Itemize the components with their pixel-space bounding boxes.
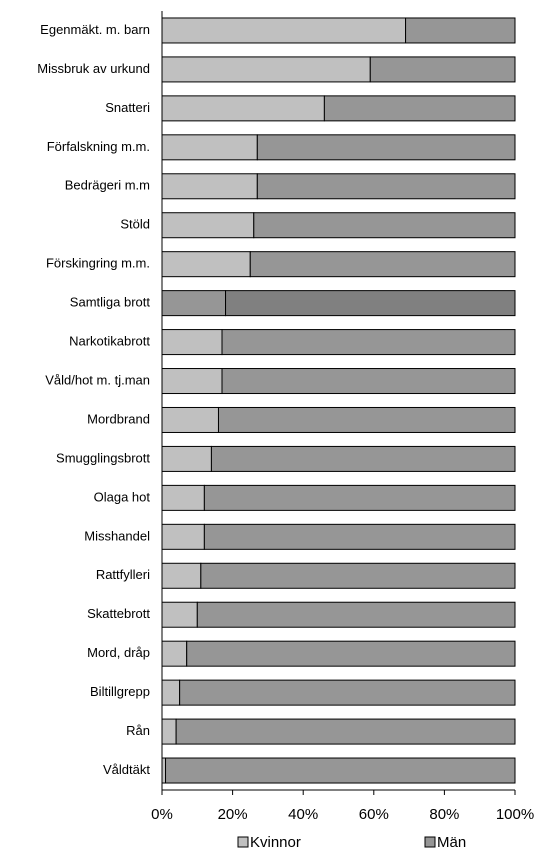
legend-swatch: [237, 836, 249, 848]
x-tick-label: 20%: [218, 806, 248, 823]
y-tick-label: Egenmäkt. m. barn: [40, 22, 150, 37]
y-tick-label: Förfalskning m.m.: [47, 139, 150, 154]
y-tick-label: Olaga hot: [94, 489, 151, 504]
x-tick-label: 0%: [151, 806, 173, 823]
bar-segment: [161, 601, 198, 628]
bar-segment: [161, 679, 181, 706]
y-tick-label: Misshandel: [84, 528, 150, 543]
bar-segment: [161, 17, 407, 44]
bar-segment: [161, 251, 251, 278]
y-tick-label: Rattfylleri: [96, 567, 150, 582]
bar-segment: [161, 718, 177, 745]
bar-segment: [161, 212, 255, 239]
bar-segment: [161, 445, 212, 472]
y-tick-label: Mordbrand: [87, 411, 150, 426]
y-tick-label: Bedrägeri m.m: [65, 178, 150, 193]
bar-segment: [203, 523, 516, 550]
bar-segment: [200, 562, 516, 589]
y-tick-label: Samtliga brott: [70, 295, 151, 310]
bar-segment: [161, 95, 325, 122]
y-tick-label: Våld/hot m. tj.man: [45, 372, 150, 387]
y-tick-label: Narkotikabrott: [69, 334, 150, 349]
bar-segment: [175, 718, 516, 745]
bar-segment: [161, 134, 258, 161]
bar-segment: [161, 406, 219, 433]
bar-segment: [161, 562, 202, 589]
bar-segment: [256, 134, 516, 161]
x-tick-label: 40%: [288, 806, 318, 823]
bar-segment: [161, 290, 227, 317]
y-tick-label: Smugglingsbrott: [56, 450, 150, 465]
bar-segment: [196, 601, 516, 628]
bar-segment: [249, 251, 516, 278]
y-tick-label: Snatteri: [105, 100, 150, 115]
bar-segment: [165, 757, 516, 784]
bar-segment: [256, 173, 516, 200]
x-tick-label: 100%: [496, 806, 534, 823]
bar-segment: [253, 212, 516, 239]
x-tick-label: 80%: [429, 806, 459, 823]
bar-segment: [161, 757, 167, 784]
legend-label: Kvinnor: [250, 834, 301, 851]
bar-segment: [203, 484, 516, 511]
y-tick-label: Rån: [126, 723, 150, 738]
bar-segment: [186, 640, 516, 667]
y-tick-label: Stöld: [120, 217, 150, 232]
bar-segment: [161, 56, 371, 83]
y-tick-label: Mord, dråp: [87, 645, 150, 660]
bar-segment: [221, 368, 516, 395]
bar-segment: [217, 406, 516, 433]
bar-segment: [405, 17, 516, 44]
bar-segment: [161, 329, 223, 356]
bar-segment: [210, 445, 516, 472]
y-tick-label: Skattebrott: [87, 606, 150, 621]
x-tick-label: 60%: [359, 806, 389, 823]
bar-segment: [221, 329, 516, 356]
bar-segment: [225, 290, 516, 317]
bar-segment: [323, 95, 516, 122]
bar-segment: [161, 484, 205, 511]
y-tick-label: Förskingring m.m.: [46, 256, 150, 271]
y-tick-label: Våldtäkt: [103, 762, 150, 777]
legend-swatch: [424, 836, 436, 848]
bar-segment: [161, 523, 205, 550]
legend-label: Män: [437, 834, 466, 851]
bar-segment: [161, 173, 258, 200]
bar-segment: [369, 56, 516, 83]
bar-segment: [161, 368, 223, 395]
bar-segment: [179, 679, 516, 706]
y-tick-label: Biltillgrepp: [90, 684, 150, 699]
y-tick-label: Missbruk av urkund: [37, 61, 150, 76]
bar-segment: [161, 640, 188, 667]
